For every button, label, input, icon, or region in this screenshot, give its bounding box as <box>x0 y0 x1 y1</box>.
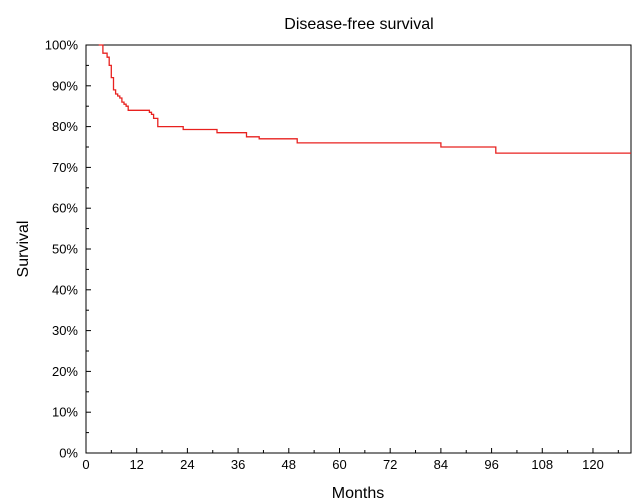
x-tick-label: 12 <box>129 457 143 472</box>
survival-curve <box>98 44 631 154</box>
series-group <box>98 44 631 154</box>
y-tick-label: 10% <box>52 405 78 420</box>
y-tick-label: 50% <box>52 242 78 257</box>
x-tick-label: 72 <box>383 457 397 472</box>
plot-frame <box>85 44 632 454</box>
x-tick-label: 0 <box>82 457 89 472</box>
x-tick-label: 108 <box>531 457 553 472</box>
x-tick-label: 48 <box>282 457 296 472</box>
y-tick-label: 90% <box>52 78 78 93</box>
x-tick-label: 96 <box>484 457 498 472</box>
y-tick-label: 30% <box>52 323 78 338</box>
x-tick-label: 60 <box>332 457 346 472</box>
x-tick-label: 84 <box>434 457 448 472</box>
x-tick-label: 120 <box>582 457 604 472</box>
y-tick-label: 100% <box>45 38 79 53</box>
y-tick-label: 0% <box>59 446 78 461</box>
chart-title: Disease-free survival <box>284 16 433 33</box>
y-tick-label: 60% <box>52 201 78 216</box>
y-tick-label: 40% <box>52 282 78 297</box>
y-tick-label: 20% <box>52 364 78 379</box>
x-tick-label: 24 <box>180 457 194 472</box>
x-axis-label: Months <box>332 485 384 501</box>
y-tick-label: 70% <box>52 160 78 175</box>
x-axis-ticks: 0 12 24 36 48 60 72 84 96 108 120 <box>82 448 619 472</box>
y-axis-label: Survival <box>15 221 32 278</box>
y-tick-label: 80% <box>52 119 78 134</box>
y-axis-ticks: 0% 10% 20% 30% 40% 50% 60% 70% 80% 90% 100% <box>45 38 91 461</box>
x-tick-label: 36 <box>231 457 245 472</box>
